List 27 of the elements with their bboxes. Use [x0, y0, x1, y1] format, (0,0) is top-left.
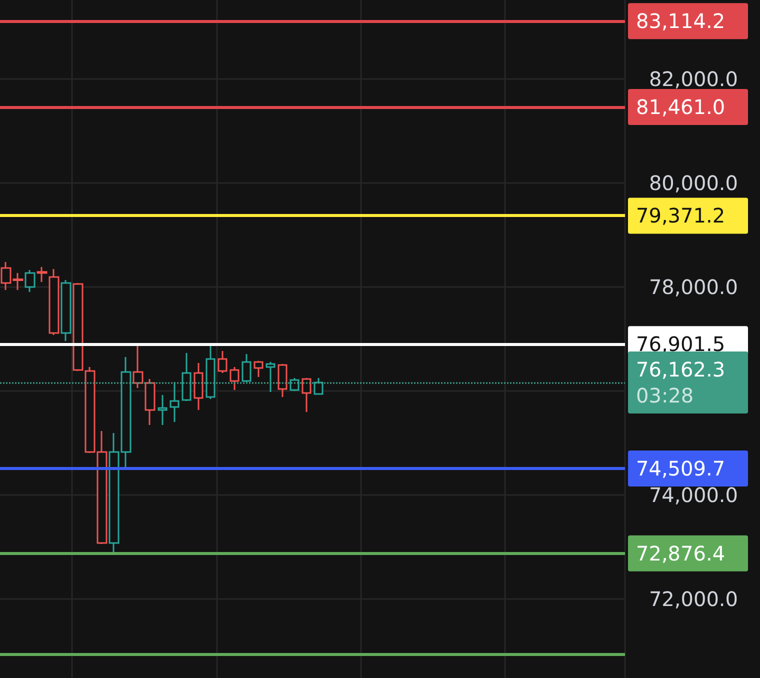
candlestick	[242, 353, 252, 383]
y-tick-label: 74,000.0	[648, 482, 738, 507]
ref-line-label: 76,162.3	[636, 358, 726, 382]
candlestick	[302, 377, 312, 413]
y-tick-label: 82,000.0	[648, 67, 738, 92]
candlestick	[206, 344, 216, 400]
candlestick	[254, 360, 264, 378]
ref-line-label: 81,461.0	[636, 95, 726, 120]
candlestick	[266, 361, 276, 393]
ref-line-label: 76,901.5	[636, 332, 726, 356]
candlestick	[290, 377, 300, 392]
candlestick	[182, 352, 192, 402]
ref-line-label: 72,876.4	[636, 541, 726, 566]
y-tick-label: 72,000.0	[648, 586, 738, 611]
candlestick	[218, 350, 228, 374]
candlestick	[278, 363, 288, 398]
candlestick	[158, 394, 168, 426]
candlestick	[314, 377, 324, 395]
candlestick	[170, 381, 180, 423]
candlestick	[194, 362, 204, 411]
text: 03:28	[636, 384, 694, 408]
ref-line-label: 79,371.2	[636, 204, 726, 228]
y-tick-label: 80,000.0	[648, 171, 738, 196]
y-tick-label: 78,000.0	[648, 275, 738, 300]
ref-line-label: 74,509.7	[636, 456, 726, 480]
candlestick	[230, 366, 240, 391]
ref-line-label: 83,114.2	[636, 9, 726, 34]
